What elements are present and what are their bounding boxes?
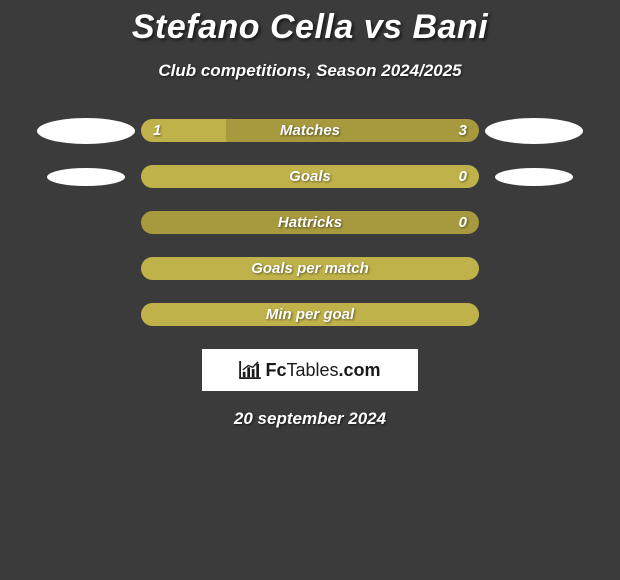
stat-bar: 0Goals xyxy=(141,165,479,188)
comparison-row: Min per goal xyxy=(0,303,620,326)
stat-label: Goals xyxy=(141,165,479,188)
stat-label: Matches xyxy=(141,119,479,142)
comparison-rows: 13Matches 0Goals 0Hattricks Goals per match… xyxy=(0,119,620,326)
stat-label: Goals per match xyxy=(141,257,479,280)
comparison-row: 13Matches xyxy=(0,119,620,142)
stat-bar: 13Matches xyxy=(141,119,479,142)
logo-box: FcTables.com xyxy=(202,349,418,391)
row-side-left xyxy=(31,118,141,144)
page-title: Stefano Cella vs Bani xyxy=(0,0,620,47)
logo-text: FcTables.com xyxy=(265,360,380,381)
row-side-right xyxy=(479,168,589,186)
logo-light: Tables xyxy=(286,360,338,380)
player-marker-left xyxy=(37,118,135,144)
stat-bar: Goals per match xyxy=(141,257,479,280)
comparison-row: 0Hattricks xyxy=(0,211,620,234)
logo-strong: Fc xyxy=(265,360,286,380)
player-marker-right xyxy=(495,168,573,186)
page-date: 20 september 2024 xyxy=(0,409,620,429)
page-subtitle: Club competitions, Season 2024/2025 xyxy=(0,61,620,81)
stat-bar: 0Hattricks xyxy=(141,211,479,234)
stat-bar: Min per goal xyxy=(141,303,479,326)
logo-suffix: .com xyxy=(339,360,381,380)
bar-chart-icon xyxy=(239,361,261,379)
stat-label: Min per goal xyxy=(141,303,479,326)
stat-label: Hattricks xyxy=(141,211,479,234)
row-side-left xyxy=(31,168,141,186)
player-marker-right xyxy=(485,118,583,144)
row-side-right xyxy=(479,118,589,144)
comparison-row: Goals per match xyxy=(0,257,620,280)
player-marker-left xyxy=(47,168,125,186)
comparison-row: 0Goals xyxy=(0,165,620,188)
